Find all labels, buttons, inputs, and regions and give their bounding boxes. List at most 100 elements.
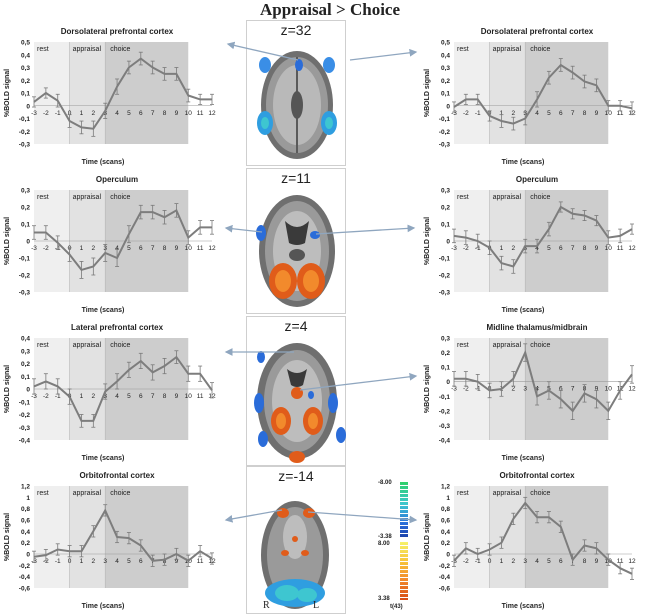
y-axis-label: %BOLD signal bbox=[424, 513, 431, 561]
x-tick-label: 9 bbox=[595, 558, 599, 565]
series-line bbox=[33, 57, 212, 130]
y-tick-label: 0,1 bbox=[441, 91, 450, 98]
x-tick-label: 3 bbox=[103, 558, 107, 565]
x-tick-label: 9 bbox=[175, 393, 179, 400]
x-tick-label: 7 bbox=[151, 393, 155, 400]
x-axis-label: Time (scans) bbox=[502, 159, 545, 166]
colorbar-neg-top: -8.00 bbox=[378, 480, 392, 486]
panel-dlpfc-right: rest appraisal choice Dorsolateral prefront… bbox=[420, 22, 636, 168]
brain-slice-z-14: z=-14 R L bbox=[246, 466, 346, 614]
x-tick-label: 5 bbox=[547, 245, 551, 252]
panel-operculum-right: rest appraisal choice Operculum 0,3 0,2 0,1 0 -0… bbox=[420, 170, 636, 316]
x-tick-label: 6 bbox=[559, 245, 563, 252]
line-chart: rest appraisal choice Operculum 0,3 0,2 0,1 0 -0… bbox=[424, 175, 636, 314]
x-tick-label: 6 bbox=[559, 110, 563, 117]
x-tick-label: 5 bbox=[547, 558, 551, 565]
x-tick-label: 6 bbox=[139, 110, 143, 117]
axial-brain-image bbox=[256, 195, 335, 307]
phase-appraisal-background bbox=[69, 486, 106, 588]
phase-choice-background bbox=[105, 42, 189, 144]
y-tick-label: 0,2 bbox=[441, 350, 450, 357]
y-tick-label: 0,3 bbox=[21, 188, 30, 195]
y-axis-label: %BOLD signal bbox=[424, 69, 431, 117]
x-tick-label: 9 bbox=[595, 245, 599, 252]
y-tick-label: -0,4 bbox=[439, 574, 451, 581]
x-tick-label: 6 bbox=[139, 393, 143, 400]
x-tick-label: 5 bbox=[127, 110, 131, 117]
y-axis-label: %BOLD signal bbox=[4, 217, 11, 265]
brain-slice-z4: z=4 bbox=[246, 316, 346, 466]
x-tick-label: 7 bbox=[571, 245, 575, 252]
x-tick-label: 11 bbox=[617, 245, 624, 252]
y-tick-label: 0,2 bbox=[21, 540, 30, 547]
series-line bbox=[33, 508, 213, 563]
panel-lpfc-left: rest appraisal choice Lateral prefrontal co… bbox=[0, 318, 216, 464]
y-tick-label: 0,4 bbox=[21, 529, 30, 536]
x-tick-label: -3 bbox=[451, 110, 457, 117]
x-tick-label: 4 bbox=[115, 110, 119, 117]
x-tick-label: 8 bbox=[583, 110, 587, 117]
x-tick-label: 7 bbox=[571, 110, 575, 117]
brain-slice-z11: z=11 bbox=[246, 168, 346, 314]
y-tick-label: -0,3 bbox=[439, 423, 451, 430]
y-tick-label: 0,1 bbox=[21, 374, 30, 381]
panel-ofc-right: rest appraisal choice Orbitofrontal cortex 1… bbox=[420, 466, 636, 612]
x-tick-label: 1 bbox=[80, 110, 84, 117]
x-tick-label: -3 bbox=[451, 245, 457, 252]
phase-label-appraisal: appraisal bbox=[493, 490, 522, 497]
y-tick-label: -0,2 bbox=[19, 563, 31, 570]
y-tick-label: -0,1 bbox=[19, 256, 31, 263]
y-tick-label: -0,3 bbox=[439, 290, 451, 297]
chart-title: Orbitofrontal cortex bbox=[499, 471, 575, 480]
x-tick-label: 11 bbox=[197, 558, 204, 565]
x-tick-label: 8 bbox=[583, 245, 587, 252]
y-tick-label: 0,8 bbox=[21, 506, 30, 513]
series-line bbox=[33, 355, 213, 422]
brain-slice-z32: z=32 bbox=[246, 20, 346, 166]
y-tick-label: 0,2 bbox=[441, 540, 450, 547]
x-tick-label: 5 bbox=[127, 558, 131, 565]
phase-label-choice: choice bbox=[530, 194, 550, 201]
y-tick-label: -0,2 bbox=[439, 408, 451, 415]
y-tick-label: -0,1 bbox=[439, 116, 451, 123]
x-tick-label: 4 bbox=[115, 393, 119, 400]
phase-choice-background bbox=[525, 338, 609, 440]
slice-label: z=-14 bbox=[278, 468, 314, 484]
x-tick-label: 7 bbox=[151, 110, 155, 117]
x-tick-label: 2 bbox=[92, 393, 96, 400]
left-orientation-label: L bbox=[313, 600, 320, 611]
phase-label-rest: rest bbox=[37, 490, 49, 497]
x-tick-label: 2 bbox=[92, 558, 96, 565]
phase-rest-background bbox=[34, 486, 70, 588]
phase-label-choice: choice bbox=[110, 194, 130, 201]
y-tick-label: 0 bbox=[26, 239, 30, 246]
x-tick-label: 1 bbox=[80, 393, 84, 400]
slice-label: z=32 bbox=[280, 22, 312, 38]
y-tick-label: -0,4 bbox=[19, 574, 31, 581]
x-tick-label: 4 bbox=[535, 558, 539, 565]
x-axis-label: Time (scans) bbox=[82, 307, 125, 314]
phase-label-appraisal: appraisal bbox=[73, 342, 102, 349]
right-orientation-label: R bbox=[263, 600, 270, 611]
phase-label-choice: choice bbox=[110, 342, 130, 349]
phase-label-rest: rest bbox=[457, 194, 469, 201]
x-tick-label: -1 bbox=[55, 110, 61, 117]
phase-label-choice: choice bbox=[530, 46, 550, 53]
y-tick-label: -0,6 bbox=[439, 586, 451, 593]
x-tick-label: 10 bbox=[605, 245, 613, 252]
y-tick-label: 0 bbox=[446, 239, 450, 246]
x-tick-label: -1 bbox=[55, 393, 61, 400]
x-tick-label: 3 bbox=[523, 386, 527, 393]
x-tick-label: -1 bbox=[475, 558, 481, 565]
line-chart: rest appraisal choice Operculum 0,3 0,2 0,1 0 -0… bbox=[4, 175, 216, 314]
panel-dlpfc-left: rest appraisal choice Dorsolateral prefront… bbox=[0, 22, 216, 168]
y-tick-label: -0,2 bbox=[439, 563, 451, 570]
x-tick-label: 12 bbox=[208, 245, 216, 252]
axial-brain-image bbox=[257, 51, 337, 159]
y-tick-label: 0,4 bbox=[441, 529, 450, 536]
colorbar: -8.00 -3.38 8.00 3.38 t(43) bbox=[378, 480, 416, 612]
phase-rest-background bbox=[454, 338, 490, 440]
slice-label: z=4 bbox=[284, 318, 308, 334]
x-tick-label: 11 bbox=[197, 245, 204, 252]
colorbar-positive-scale bbox=[400, 542, 408, 600]
